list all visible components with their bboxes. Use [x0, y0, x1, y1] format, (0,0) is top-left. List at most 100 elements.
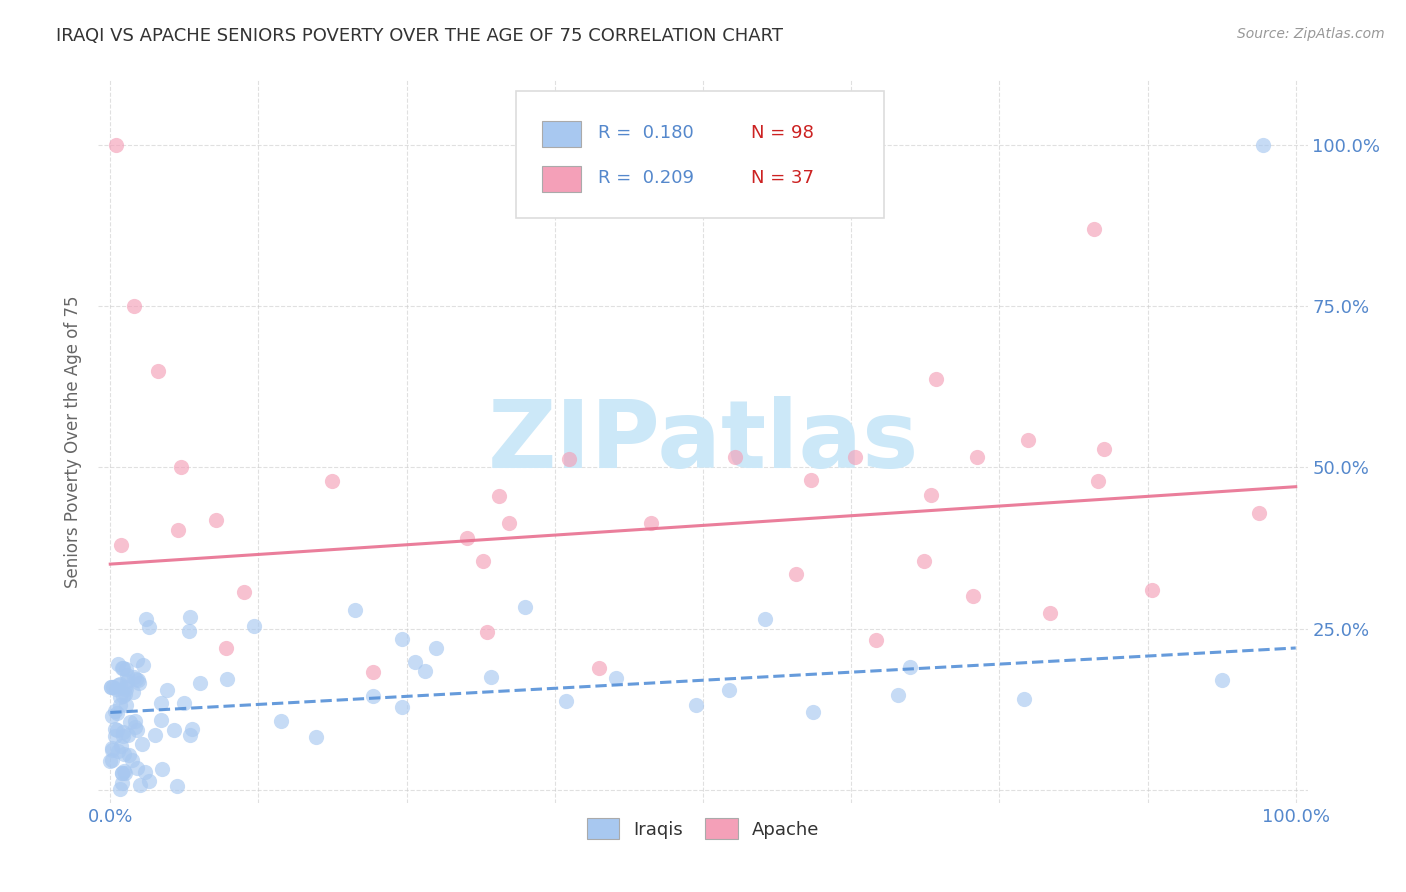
Point — [163, 723, 186, 738]
Point — [138, 619, 160, 633]
Point — [115, 698, 138, 712]
Point — [115, 662, 138, 676]
Point — [108, 782, 131, 797]
Point — [108, 698, 131, 712]
Bar — [543, 121, 581, 147]
Point — [118, 747, 141, 762]
Point — [865, 632, 887, 647]
Point — [112, 747, 135, 762]
Point — [233, 585, 256, 599]
Point — [125, 673, 148, 687]
Point — [104, 722, 127, 736]
Point — [107, 744, 129, 758]
Point — [112, 764, 135, 778]
Point — [1038, 606, 1060, 620]
Point — [150, 762, 173, 776]
Point — [605, 671, 627, 685]
Point — [104, 682, 127, 697]
Point — [111, 766, 134, 780]
Point — [912, 554, 935, 568]
Point — [920, 488, 942, 502]
Point — [962, 589, 984, 603]
Point — [1247, 506, 1270, 520]
Point — [111, 661, 134, 675]
Point — [112, 729, 135, 743]
Point — [844, 450, 866, 465]
Point — [110, 538, 132, 552]
Point — [173, 696, 195, 710]
Point — [115, 668, 138, 682]
Point — [114, 766, 136, 780]
Point — [717, 682, 740, 697]
Point — [205, 513, 228, 527]
Point — [111, 765, 134, 780]
Bar — [543, 166, 581, 192]
Point — [103, 680, 125, 694]
Point — [115, 674, 138, 689]
Point — [557, 452, 579, 467]
Point — [270, 714, 292, 728]
Point — [107, 678, 129, 692]
Point — [179, 610, 201, 624]
Point — [150, 696, 173, 710]
Point — [114, 687, 136, 701]
Text: N = 98: N = 98 — [751, 124, 814, 142]
Point — [118, 715, 141, 730]
Point — [966, 450, 988, 464]
Point — [122, 685, 145, 699]
Point — [391, 632, 413, 646]
Point — [125, 653, 148, 667]
Point — [107, 657, 129, 671]
Point — [363, 665, 385, 679]
Point — [754, 611, 776, 625]
Point — [121, 753, 143, 767]
Point — [127, 723, 149, 738]
Point — [138, 774, 160, 789]
Point — [898, 660, 921, 674]
Point — [115, 681, 138, 696]
Text: R =  0.209: R = 0.209 — [598, 169, 693, 186]
Point — [108, 677, 131, 691]
Point — [361, 689, 384, 703]
Point — [640, 516, 662, 530]
Point — [1017, 433, 1039, 447]
Point — [1211, 673, 1233, 687]
Text: ZIPatlas: ZIPatlas — [488, 395, 918, 488]
Point — [513, 599, 536, 614]
Point — [404, 655, 426, 669]
Point — [456, 531, 478, 545]
Point — [111, 661, 134, 675]
Point — [343, 603, 366, 617]
Point — [101, 708, 124, 723]
Point — [124, 720, 146, 734]
Point — [122, 670, 145, 684]
Text: N = 37: N = 37 — [751, 169, 814, 186]
Point — [413, 664, 436, 678]
Point — [104, 730, 127, 744]
Point — [127, 673, 149, 688]
Point — [110, 690, 132, 705]
Point — [170, 460, 193, 475]
Point — [105, 137, 128, 152]
Legend: Iraqis, Apache: Iraqis, Apache — [578, 809, 828, 848]
Point — [100, 680, 122, 694]
Point — [110, 739, 132, 753]
Point — [100, 741, 122, 756]
Point — [128, 778, 150, 792]
Point — [925, 372, 948, 386]
Point — [114, 680, 136, 694]
Point — [111, 776, 134, 790]
Text: Source: ZipAtlas.com: Source: ZipAtlas.com — [1237, 27, 1385, 41]
Point — [588, 661, 610, 675]
Point — [167, 523, 190, 537]
Point — [117, 728, 139, 742]
Point — [112, 689, 135, 703]
Point — [179, 728, 201, 742]
Point — [105, 706, 128, 720]
Point — [471, 554, 494, 568]
Point — [321, 475, 343, 489]
Point — [122, 299, 145, 313]
Point — [156, 682, 179, 697]
Point — [98, 754, 121, 768]
FancyBboxPatch shape — [516, 91, 884, 218]
